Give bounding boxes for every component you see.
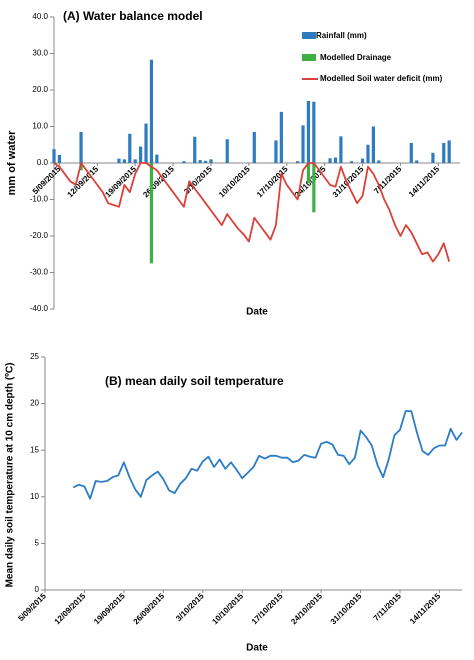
bar: [328, 158, 332, 163]
x-tick-label: 24/10/2015: [289, 591, 324, 626]
legend-label: Rainfall (mm): [316, 31, 367, 40]
bar: [117, 158, 121, 163]
y-tick-label: -10.0: [30, 195, 49, 204]
x-tick-label: 19/09/2015: [92, 591, 127, 626]
legend-swatch: [302, 32, 316, 39]
bar: [415, 160, 419, 163]
bar: [333, 157, 338, 163]
bar: [377, 160, 381, 163]
bar: [225, 139, 229, 163]
line: [53, 162, 451, 263]
bar: [312, 163, 316, 213]
x-tick-label: 26/09/2015: [141, 164, 176, 199]
bar: [312, 101, 316, 163]
bar: [133, 159, 137, 163]
bar: [182, 161, 186, 163]
y-axis-title: mm of water: [6, 130, 18, 196]
bar: [431, 152, 435, 163]
bar: [296, 161, 300, 163]
x-tick-label: 17/10/2015: [250, 591, 285, 626]
bar: [279, 111, 283, 163]
y-tick-label: 10.0: [32, 122, 48, 131]
bar: [144, 123, 148, 163]
bar: [57, 154, 62, 163]
bar: [366, 144, 370, 163]
bar: [79, 131, 83, 163]
y-tick-label: 20.0: [32, 85, 48, 94]
legend-swatch: [302, 54, 316, 61]
chart-title: (B) mean daily soil temperature: [105, 374, 284, 388]
x-tick-label: 10/10/2015: [217, 164, 252, 199]
x-tick-label: 3/10/2015: [174, 591, 206, 623]
bar: [447, 140, 451, 163]
bar: [409, 142, 413, 163]
x-tick-label: 10/10/2015: [210, 591, 245, 626]
y-tick-label: 0.0: [37, 158, 49, 167]
bar: [122, 159, 126, 163]
bar: [371, 126, 375, 163]
bar: [149, 59, 154, 163]
y-tick-label: 40.0: [32, 12, 48, 21]
x-axis-title: Date: [246, 307, 268, 318]
bar: [350, 161, 354, 163]
y-tick-label: 25: [30, 352, 39, 361]
bar: [52, 149, 56, 163]
x-tick-label: 26/09/2015: [132, 591, 167, 626]
x-tick-label: 5/09/2015: [31, 164, 63, 196]
bar: [252, 131, 256, 163]
bar: [306, 163, 311, 184]
bar: [198, 160, 202, 163]
y-tick-label: 30.0: [32, 49, 48, 58]
x-tick-label: 12/09/2015: [53, 591, 88, 626]
x-tick-label: 31/10/2015: [329, 591, 364, 626]
bar: [139, 146, 143, 163]
x-axis-title: Date: [246, 643, 268, 654]
x-tick-label: 7/11/2015: [372, 591, 404, 623]
bar: [339, 136, 343, 163]
bar: [155, 154, 159, 163]
x-tick-label: 14/11/2015: [408, 591, 443, 626]
y-tick-label: -40.0: [30, 304, 49, 313]
bar: [149, 163, 154, 264]
x-tick-label: 14/11/2015: [407, 164, 442, 199]
line: [72, 410, 463, 500]
bar: [203, 160, 208, 163]
bar: [209, 159, 213, 163]
y-tick-label: 15: [30, 445, 39, 454]
y-axis-title: Mean daily soil temperature at 10 cm dep…: [5, 363, 16, 588]
legend-label: Modelled Soil water deficit (mm): [320, 74, 443, 83]
bar: [193, 136, 197, 163]
bar: [442, 142, 446, 163]
legend-label: Modelled Drainage: [320, 53, 392, 62]
y-tick-label: -20.0: [30, 231, 49, 240]
y-tick-label: 5: [35, 539, 40, 548]
x-tick-label: 5/09/2015: [16, 591, 48, 623]
bar: [274, 140, 278, 163]
chart-title: (A) Water balance model: [63, 9, 203, 23]
y-tick-label: 10: [30, 492, 39, 501]
bar: [360, 158, 365, 163]
y-tick-label: -30.0: [30, 268, 49, 277]
y-tick-label: 20: [30, 399, 39, 408]
bar: [301, 125, 305, 163]
legend: Rainfall (mm) Modelled Drainage Modelled…: [302, 31, 443, 83]
y-tick-label: 0: [35, 585, 40, 594]
bar: [306, 100, 311, 163]
bar: [128, 133, 132, 163]
